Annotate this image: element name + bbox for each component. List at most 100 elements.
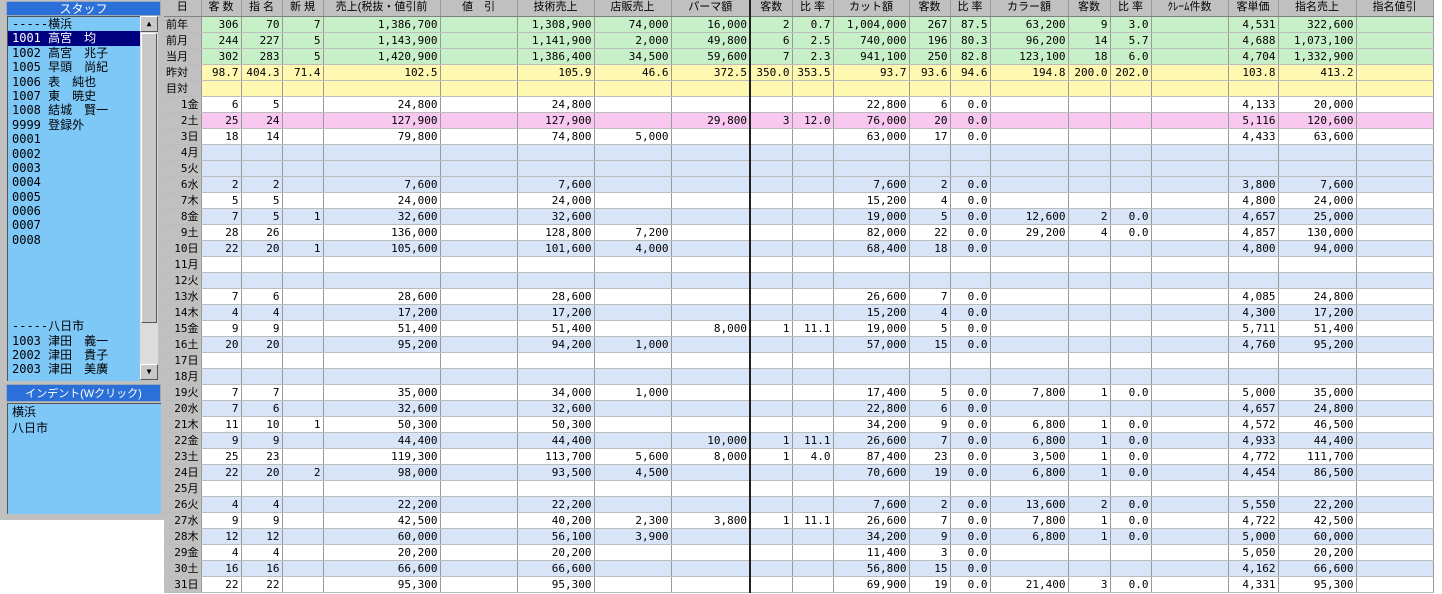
grid-cell[interactable] (671, 96, 751, 113)
grid-cell[interactable] (990, 320, 1069, 337)
grid-cell[interactable] (440, 240, 518, 257)
grid-cell[interactable] (201, 144, 242, 161)
grid-cell[interactable]: 16,000 (671, 16, 751, 33)
column-header[interactable]: カラー額 (990, 0, 1069, 17)
staff-list-item[interactable] (8, 262, 140, 276)
grid-cell[interactable] (241, 256, 283, 273)
grid-cell[interactable]: 1,332,900 (1278, 48, 1357, 65)
grid-cell[interactable] (594, 432, 672, 449)
grid-cell[interactable]: 42,500 (1278, 512, 1357, 529)
grid-cell[interactable]: 94,000 (1278, 240, 1357, 257)
grid-cell[interactable] (1068, 80, 1111, 97)
column-header[interactable]: 売上(税抜・値引前 (323, 0, 441, 17)
grid-cell[interactable] (1356, 464, 1434, 481)
grid-cell[interactable] (1151, 16, 1229, 33)
grid-cell[interactable] (671, 256, 751, 273)
column-header[interactable]: 指名値引 (1356, 0, 1434, 17)
grid-cell[interactable] (671, 480, 751, 497)
grid-cell[interactable] (750, 304, 793, 321)
grid-cell[interactable] (1278, 272, 1357, 289)
grid-cell[interactable] (1228, 368, 1279, 385)
grid-cell[interactable]: 1 (750, 448, 793, 465)
grid-cell[interactable]: 127,900 (323, 112, 441, 129)
grid-cell[interactable] (440, 336, 518, 353)
grid-cell[interactable]: 86,500 (1278, 464, 1357, 481)
grid-cell[interactable] (594, 208, 672, 225)
grid-cell[interactable] (440, 160, 518, 177)
grid-cell[interactable]: 95,200 (1278, 336, 1357, 353)
grid-cell[interactable] (1151, 480, 1229, 497)
grid-cell[interactable] (792, 528, 834, 545)
grid-cell[interactable]: 15,200 (833, 192, 910, 209)
grid-cell[interactable] (750, 400, 793, 417)
grid-cell[interactable] (1068, 128, 1111, 145)
grid-cell[interactable] (1068, 192, 1111, 209)
grid-cell[interactable]: 4,300 (1228, 304, 1279, 321)
grid-cell[interactable] (1278, 160, 1357, 177)
grid-cell[interactable] (671, 240, 751, 257)
grid-cell[interactable] (750, 256, 793, 273)
grid-cell[interactable] (282, 512, 324, 529)
grid-cell[interactable] (671, 192, 751, 209)
grid-cell[interactable] (909, 272, 951, 289)
grid-cell[interactable]: 372.5 (671, 64, 751, 81)
column-header[interactable]: 日 (164, 0, 202, 17)
grid-cell[interactable] (241, 144, 283, 161)
grid-cell[interactable]: 0.0 (950, 400, 991, 417)
grid-cell[interactable] (990, 368, 1069, 385)
grid-cell[interactable] (1151, 448, 1229, 465)
grid-cell[interactable] (1110, 80, 1152, 97)
grid-cell[interactable]: 3,800 (1228, 176, 1279, 193)
grid-cell[interactable]: 80.3 (950, 32, 991, 49)
grid-cell[interactable]: 79,800 (323, 128, 441, 145)
grid-cell[interactable]: 3 (909, 544, 951, 561)
grid-cell[interactable]: 4,162 (1228, 560, 1279, 577)
grid-cell[interactable]: 9 (1068, 16, 1111, 33)
grid-cell[interactable] (671, 576, 751, 593)
grid-cell[interactable]: 1 (1068, 448, 1111, 465)
grid-cell[interactable]: 20 (201, 336, 242, 353)
grid-cell[interactable] (282, 320, 324, 337)
grid-cell[interactable] (950, 160, 991, 177)
grid-cell[interactable] (792, 176, 834, 193)
grid-cell[interactable]: 14 (1068, 32, 1111, 49)
grid-cell[interactable] (1228, 480, 1279, 497)
grid-cell[interactable] (1151, 384, 1229, 401)
grid-cell[interactable] (517, 272, 595, 289)
staff-list-item[interactable]: 0008 (12, 232, 41, 247)
grid-cell[interactable]: 5 (282, 32, 324, 49)
grid-cell[interactable] (1151, 416, 1229, 433)
grid-cell[interactable] (201, 368, 242, 385)
grid-cell[interactable]: 0.0 (950, 224, 991, 241)
grid-cell[interactable]: 4,657 (1228, 400, 1279, 417)
grid-cell[interactable] (1151, 144, 1229, 161)
grid-cell[interactable]: 2 (282, 464, 324, 481)
grid-cell[interactable] (990, 336, 1069, 353)
grid-cell[interactable]: 18 (1068, 48, 1111, 65)
grid-cell[interactable]: 7 (282, 16, 324, 33)
grid-cell[interactable] (1356, 576, 1434, 593)
grid-cell[interactable] (1110, 480, 1152, 497)
grid-cell[interactable]: 9 (909, 528, 951, 545)
grid-cell[interactable] (594, 304, 672, 321)
grid-cell[interactable]: 4,657 (1228, 208, 1279, 225)
grid-cell[interactable] (792, 288, 834, 305)
grid-cell[interactable]: 98,000 (323, 464, 441, 481)
grid-cell[interactable] (1151, 432, 1229, 449)
grid-cell[interactable] (1151, 176, 1229, 193)
grid-cell[interactable]: 44,400 (1278, 432, 1357, 449)
grid-cell[interactable] (282, 480, 324, 497)
grid-cell[interactable]: 2 (201, 176, 242, 193)
grid-cell[interactable] (1228, 160, 1279, 177)
grid-cell[interactable]: 71.4 (282, 64, 324, 81)
grid-cell[interactable]: 57,000 (833, 336, 910, 353)
grid-cell[interactable] (750, 272, 793, 289)
grid-cell[interactable] (282, 336, 324, 353)
grid-cell[interactable]: 46.6 (594, 64, 672, 81)
grid-cell[interactable]: 5,116 (1228, 112, 1279, 129)
grid-cell[interactable] (1110, 112, 1152, 129)
grid-cell[interactable] (1068, 240, 1111, 257)
grid-cell[interactable] (323, 272, 441, 289)
grid-cell[interactable] (1068, 256, 1111, 273)
grid-cell[interactable] (1110, 256, 1152, 273)
